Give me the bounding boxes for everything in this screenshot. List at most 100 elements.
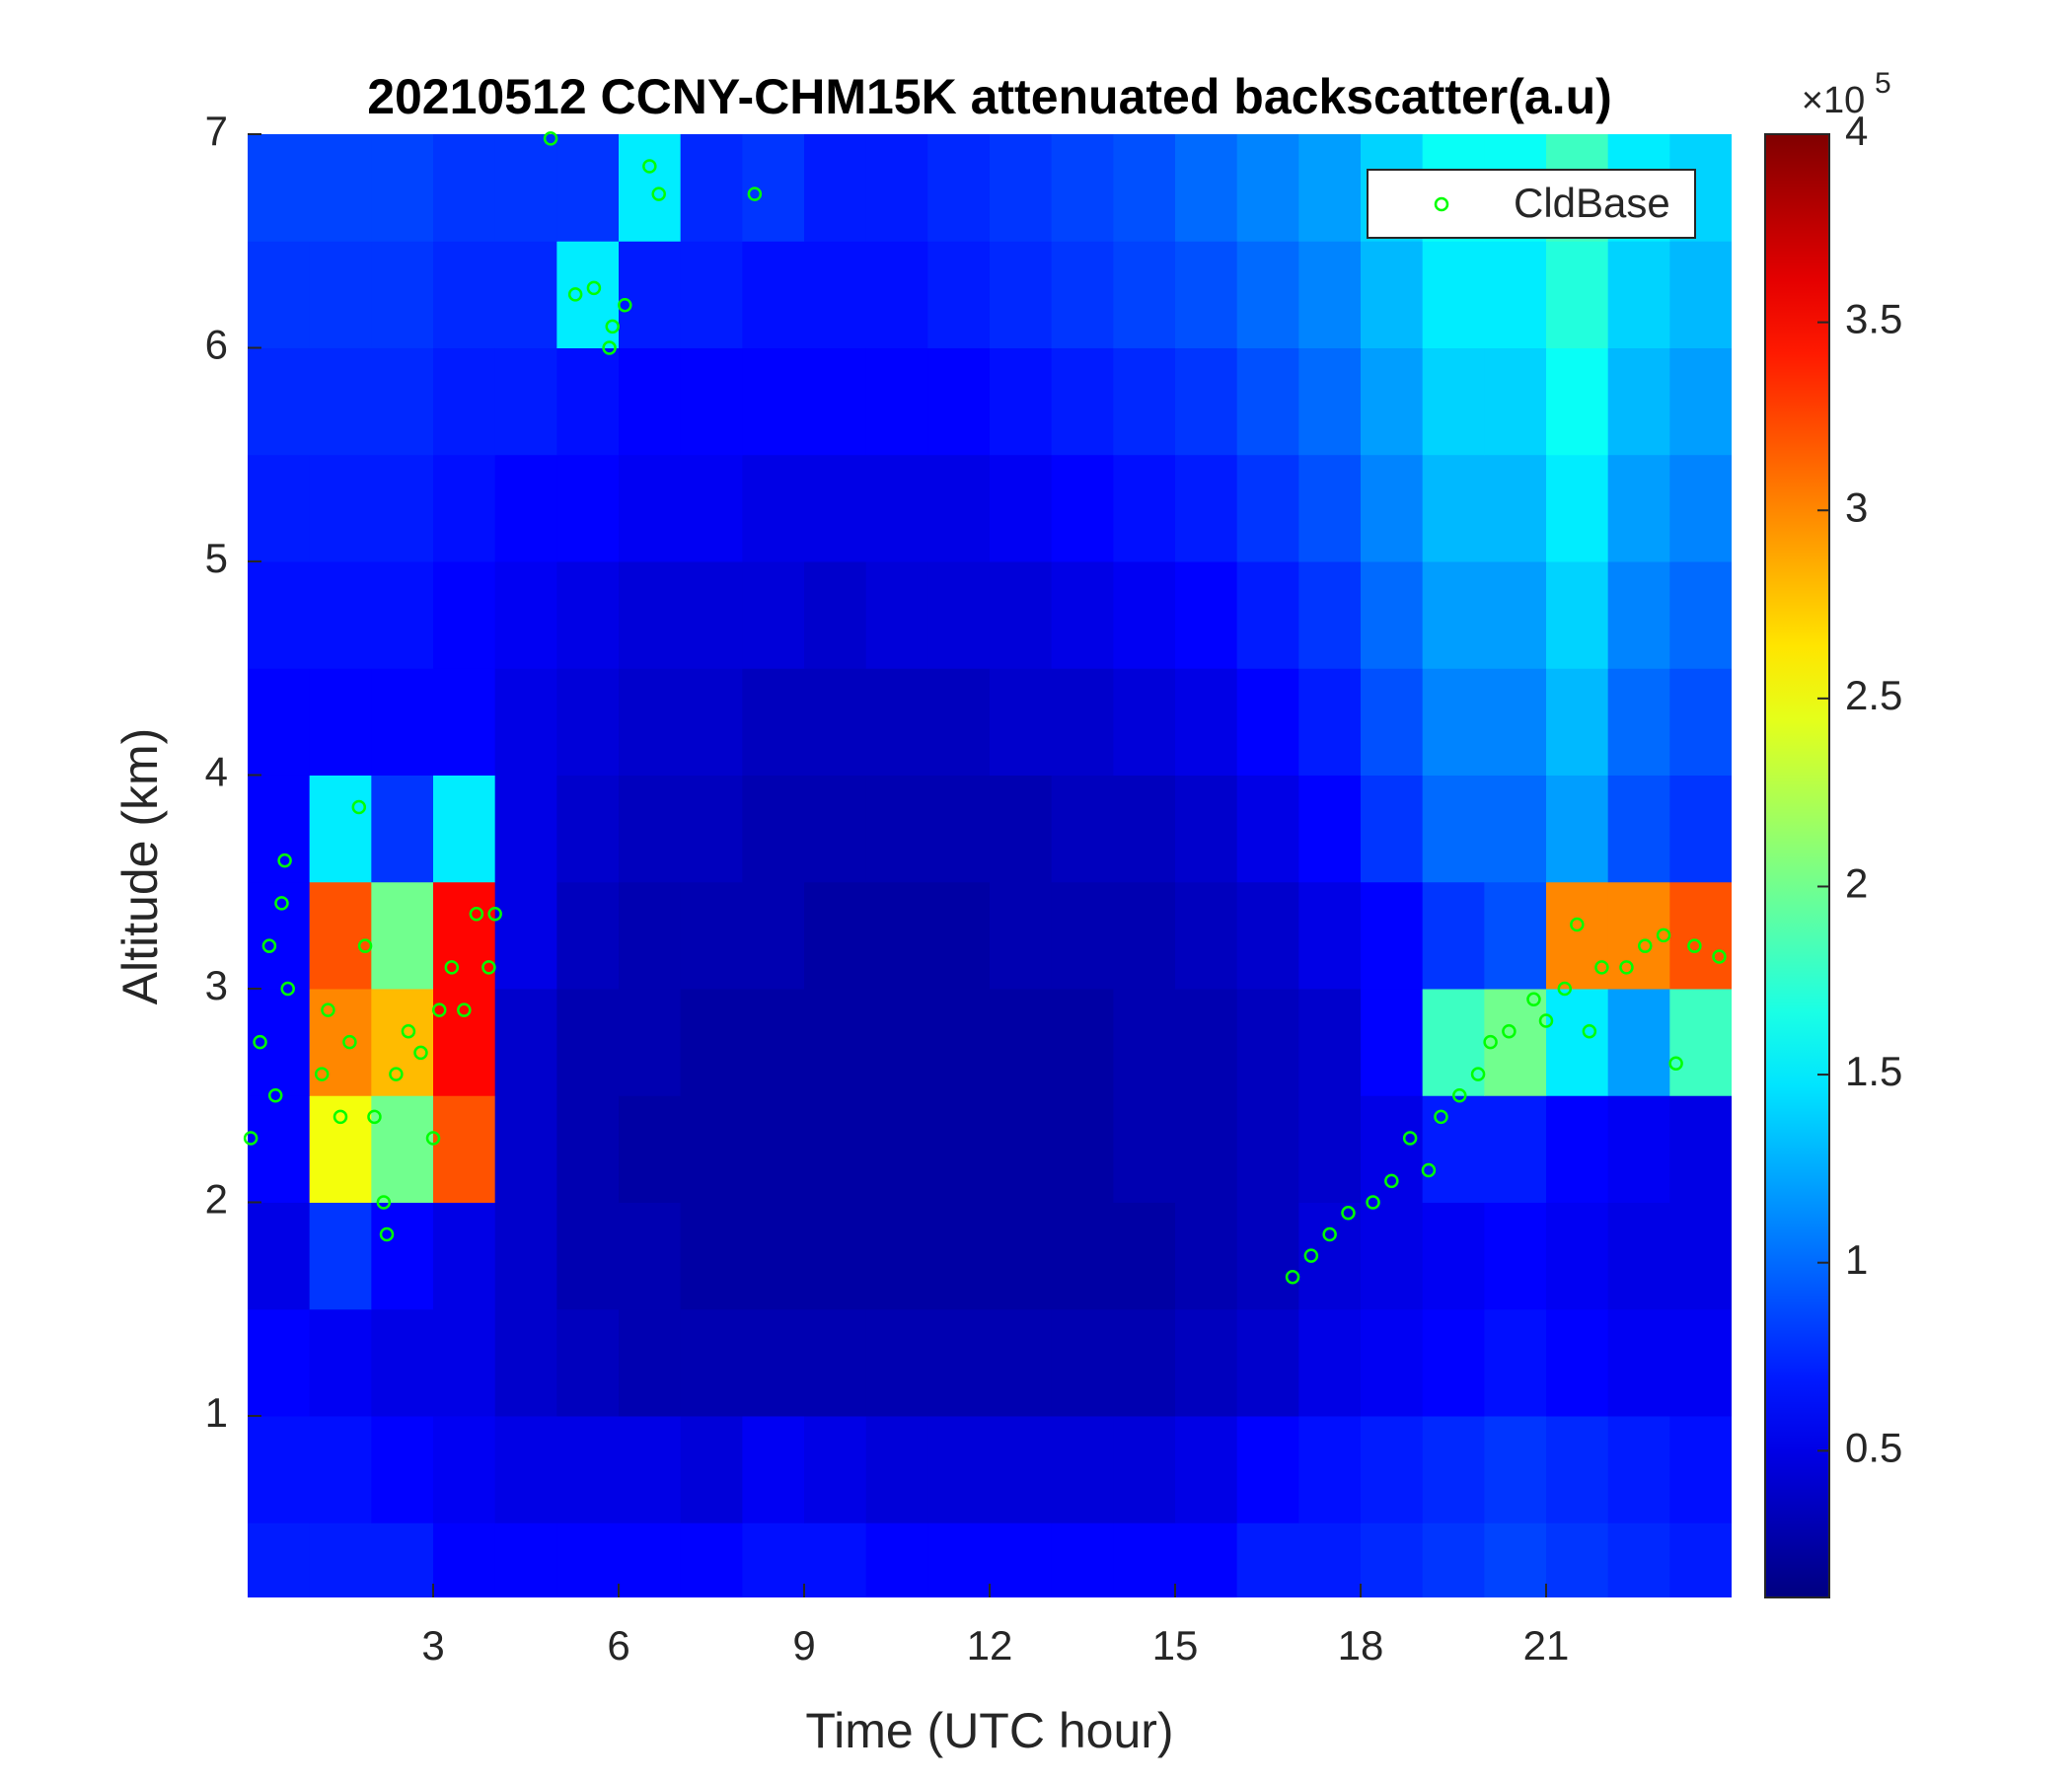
heatmap-cell (1669, 668, 1732, 776)
cloud-base-point (605, 319, 620, 334)
heatmap-cell (1361, 454, 1424, 562)
heatmap-cell (494, 1415, 557, 1523)
heatmap-cell (1113, 1202, 1176, 1310)
heatmap-cell (433, 134, 496, 242)
heatmap-cell (1051, 1522, 1114, 1597)
heatmap-cell (990, 1202, 1053, 1310)
heatmap-cell (371, 560, 434, 669)
heatmap-cell (1422, 668, 1485, 776)
heatmap-cell (1298, 454, 1362, 562)
heatmap-cell (1484, 988, 1547, 1096)
heatmap-cell (927, 134, 991, 242)
heatmap-cell (1113, 881, 1176, 990)
heatmap-cell (309, 347, 372, 456)
heatmap-cell (1236, 1202, 1299, 1310)
heatmap-cell (433, 1202, 496, 1310)
heatmap-cell (680, 347, 743, 456)
heatmap-cell (1361, 241, 1424, 348)
heatmap-cell (680, 881, 743, 990)
heatmap-cell (248, 1415, 311, 1523)
cloud-base-point (357, 938, 373, 953)
heatmap-cell (1669, 347, 1732, 456)
heatmap-cell (1236, 988, 1299, 1096)
heatmap-cell (433, 1415, 496, 1523)
heatmap-cell (865, 347, 928, 456)
legend-box (1367, 169, 1696, 239)
heatmap-cell (494, 881, 557, 990)
heatmap-cell (680, 775, 743, 883)
heatmap-cell (309, 1202, 372, 1310)
heatmap-cell (494, 134, 557, 242)
cloud-base-point (367, 1109, 382, 1125)
heatmap-cell (1361, 668, 1424, 776)
heatmap-cell (248, 1095, 311, 1203)
heatmap-cell (927, 668, 991, 776)
heatmap-cell (742, 881, 805, 990)
heatmap-cell (990, 1522, 1053, 1597)
heatmap-cell (865, 241, 928, 348)
heatmap-cell (619, 988, 682, 1096)
heatmap-cell (248, 1522, 311, 1597)
heatmap-cell (865, 1415, 928, 1523)
heatmap-cell (990, 1308, 1053, 1417)
heatmap-cell (309, 775, 372, 883)
heatmap-cell (1113, 988, 1176, 1096)
y-tick-label: 1 (205, 1389, 228, 1436)
heatmap-cell (1298, 1522, 1362, 1597)
cloud-base-point (457, 1002, 472, 1017)
heatmap-cell (804, 881, 867, 990)
cloud-base-point (425, 1131, 441, 1146)
heatmap-cell (309, 668, 372, 776)
heatmap-cell (680, 1202, 743, 1310)
heatmap-cell (1669, 560, 1732, 669)
heatmap-cell (1607, 560, 1670, 669)
heatmap-cell (1607, 241, 1670, 348)
heatmap-cell (371, 1202, 434, 1310)
heatmap-cell (1607, 1415, 1670, 1523)
heatmap-cell (804, 1415, 867, 1523)
heatmap-cell (990, 134, 1053, 242)
heatmap-cell (804, 1202, 867, 1310)
heatmap-cell (1546, 347, 1609, 456)
heatmap-cell (990, 881, 1053, 990)
heatmap-cell (1175, 1522, 1238, 1597)
colorbar-tick-label: 0.5 (1845, 1424, 1902, 1470)
y-tick-label: 3 (205, 962, 228, 1008)
heatmap-cell (865, 454, 928, 562)
heatmap-cell (1669, 988, 1732, 1096)
heatmap-cell (804, 454, 867, 562)
heatmap-cell (1051, 241, 1114, 348)
heatmap-cell (742, 347, 805, 456)
x-axis-label: Time (UTC hour) (805, 1703, 1173, 1758)
cloud-base-point (618, 297, 632, 313)
heatmap-cell (742, 1415, 805, 1523)
heatmap-cell (1175, 1202, 1238, 1310)
cloud-base-point (444, 960, 460, 975)
heatmap-cell (619, 134, 682, 242)
heatmap-cell (1236, 134, 1299, 242)
heatmap-cell (1484, 560, 1547, 669)
heatmap-cell (1361, 881, 1424, 990)
x-tick-label: 3 (421, 1622, 444, 1669)
heatmap-cell (1484, 1202, 1547, 1310)
colorbar-tick-label: 1 (1845, 1236, 1868, 1283)
heatmap-cell (804, 134, 867, 242)
heatmap-cell (804, 1308, 867, 1417)
heatmap-cell (433, 1095, 496, 1203)
heatmap-cell (1607, 775, 1670, 883)
heatmap-cell (927, 1415, 991, 1523)
cloud-base-point (1570, 917, 1585, 932)
heatmap-cell (556, 454, 620, 562)
heatmap-cell (680, 1308, 743, 1417)
cloud-base-point (274, 896, 289, 911)
heatmap-cell (1051, 988, 1114, 1096)
cloud-base-point (543, 131, 558, 146)
cloud-base-point (389, 1067, 404, 1081)
heatmap-cell (990, 1095, 1053, 1203)
heatmap-cell (865, 1095, 928, 1203)
heatmap-cell (865, 1522, 928, 1597)
heatmap-cell (865, 1202, 928, 1310)
heatmap-cell (371, 1522, 434, 1597)
heatmap-cell (371, 1308, 434, 1417)
heatmap-cell (371, 881, 434, 990)
